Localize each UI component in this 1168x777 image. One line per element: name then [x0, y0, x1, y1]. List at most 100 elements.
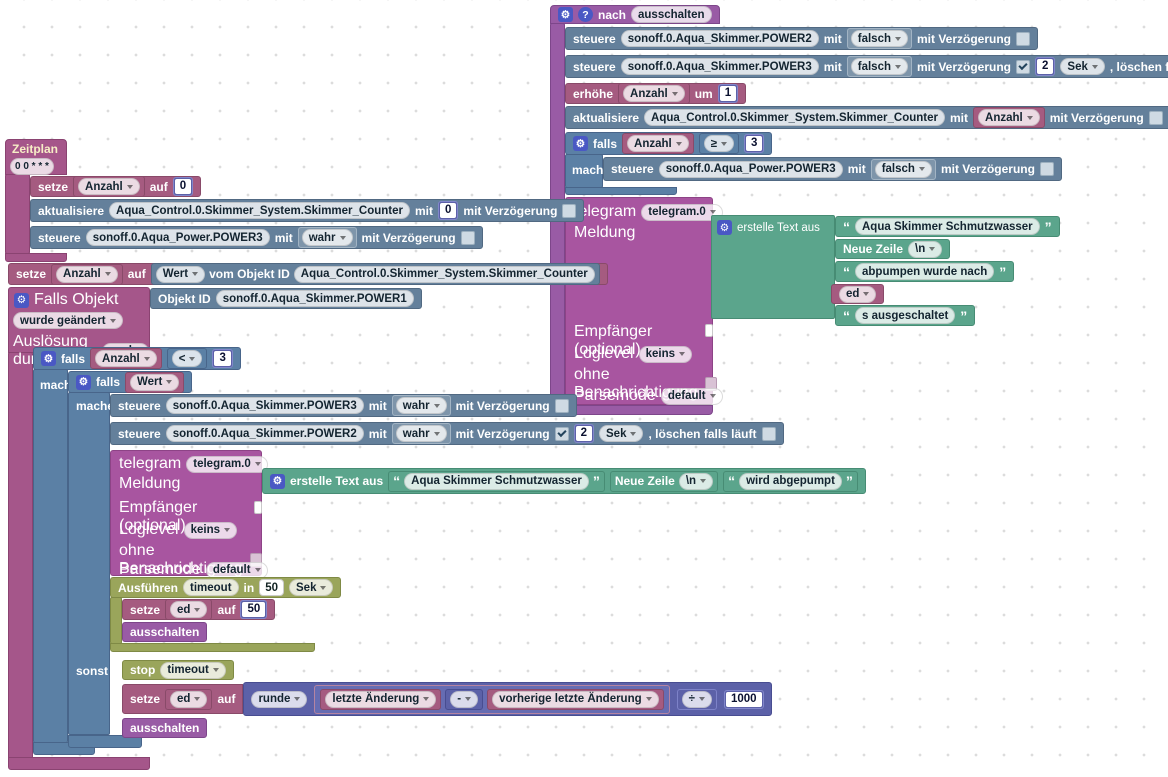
cron-field[interactable]: 0 0 * * *	[10, 158, 54, 175]
delay-value[interactable]: 2	[575, 426, 593, 441]
value-dropdown[interactable]: falsch	[850, 30, 908, 47]
text-field[interactable]: abpumpen wurde nach	[855, 263, 995, 280]
number-shadow[interactable]: 1	[717, 84, 739, 103]
clear-checkbox[interactable]	[761, 426, 776, 441]
operator-dropdown[interactable]: ÷	[681, 690, 712, 708]
timeout-value-field[interactable]: 50	[259, 579, 284, 596]
number-value[interactable]: 1	[719, 86, 737, 101]
oid-field[interactable]: Aqua_Control.0.Skimmer_System.Skimmer_Co…	[293, 265, 595, 283]
number-shadow[interactable]: 3	[744, 134, 765, 153]
delay-checkbox[interactable]	[1039, 162, 1054, 176]
control-state-block[interactable]: steuere sonoff.0.Aqua_Skimmer.POWER3 mit…	[565, 55, 1168, 78]
gear-icon[interactable]: ⚙	[717, 220, 732, 235]
value-dropdown[interactable]: falsch	[850, 58, 908, 75]
variable-dropdown[interactable]: ed	[170, 690, 208, 708]
set-variable-block[interactable]: setze Anzahl auf 0	[30, 176, 202, 197]
text-join-block[interactable]: ⚙ erstelle Text aus	[711, 215, 835, 319]
variable-dropdown[interactable]: Wert	[130, 373, 180, 391]
value-shadow[interactable]: falsch	[846, 56, 912, 77]
operator-block[interactable]: -	[445, 688, 484, 710]
control-state-block[interactable]: steuere sonoff.0.Aqua_Skimmer.POWER3 mit…	[110, 394, 577, 417]
variable-block[interactable]: Anzahl	[51, 263, 123, 285]
parsemode-dropdown[interactable]: default	[205, 561, 268, 579]
text-field[interactable]: s ausgeschaltet	[855, 307, 956, 324]
variable-block[interactable]: Anzahl	[618, 83, 690, 104]
newline-dropdown[interactable]: \n	[908, 240, 943, 258]
update-state-block[interactable]: aktualisiere Aqua_Control.0.Skimmer_Syst…	[30, 199, 585, 222]
update-state-block[interactable]: aktualisiere Aqua_Control.0.Skimmer_Syst…	[565, 106, 1168, 129]
text-field[interactable]: wird abgepumpt	[739, 472, 842, 490]
timeout-name-field[interactable]: timeout	[183, 579, 239, 596]
variable-dropdown[interactable]: Anzahl	[978, 109, 1040, 126]
text-string-block[interactable]: “ Aqua Skimmer Schmutzwasser ”	[835, 216, 1060, 237]
text-join-block[interactable]: ⚙ erstelle Text aus “ Aqua Skimmer Schmu…	[262, 468, 866, 494]
number-value[interactable]: 3	[746, 136, 763, 151]
get-state-block[interactable]: Wert vom Objekt ID Aqua_Control.0.Skimme…	[150, 263, 600, 285]
number-shadow[interactable]: 1000	[723, 689, 764, 709]
gear-icon[interactable]: ⚙	[14, 292, 29, 308]
variable-block[interactable]: ed	[165, 599, 213, 620]
variable-dropdown[interactable]: Anzahl	[56, 265, 118, 283]
gear-icon[interactable]: ⚙	[41, 351, 56, 366]
value-shadow[interactable]: falsch	[870, 158, 936, 180]
operator-dropdown[interactable]: <	[171, 350, 203, 367]
round-dropdown[interactable]: runde	[251, 690, 308, 708]
oid-field[interactable]: sonoff.0.Aqua_Skimmer.POWER2	[620, 30, 819, 47]
if-else-spine[interactable]	[68, 392, 110, 735]
timeout-block-header[interactable]: Ausführen timeout in 50 Sek	[110, 577, 342, 598]
variable-dropdown[interactable]: ed	[839, 285, 877, 303]
delay-checkbox-checked[interactable]	[1016, 59, 1031, 74]
gear-icon[interactable]: ⚙	[270, 473, 285, 489]
round-block[interactable]: runde letzte Änderung - vorherige letzte…	[243, 682, 772, 716]
variable-dropdown[interactable]: Anzahl	[623, 85, 685, 102]
number-value[interactable]: 0	[174, 179, 192, 194]
timeout-bottom[interactable]	[110, 643, 315, 652]
delay-checkbox[interactable]	[554, 398, 569, 413]
number-value[interactable]: 1000	[725, 691, 762, 707]
object-id-block[interactable]: Objekt ID sonoff.0.Aqua_Skimmer.POWER1	[150, 288, 422, 309]
sysinfo-dropdown[interactable]: letzte Änderung	[325, 690, 437, 708]
gear-icon[interactable]: ⚙	[76, 374, 91, 390]
number-shadow[interactable]: 2	[573, 424, 595, 443]
sysinfo-block[interactable]: vorherige letzte Änderung	[487, 688, 664, 710]
control-state-block[interactable]: steuere sonoff.0.Aqua_Power.POWER3 mit f…	[603, 157, 1062, 181]
variable-block[interactable]: ed	[831, 284, 885, 304]
variable-dropdown[interactable]: Anzahl	[78, 178, 140, 195]
value-shadow[interactable]: wahr	[391, 395, 451, 416]
newline-block[interactable]: Neue Zeile \n	[835, 239, 951, 259]
value-dropdown[interactable]: wahr	[395, 397, 447, 414]
oid-field[interactable]: sonoff.0.Aqua_Skimmer.POWER3	[620, 58, 819, 75]
variable-dropdown[interactable]: Anzahl	[627, 135, 689, 152]
set-variable-block[interactable]: setze ed auf	[122, 684, 244, 714]
number-shadow[interactable]: 2	[1035, 57, 1056, 76]
variable-block[interactable]: Wert	[125, 371, 185, 393]
on-change-spine[interactable]	[8, 352, 33, 759]
timeout-dropdown[interactable]: timeout	[160, 661, 226, 679]
newline-dropdown[interactable]: \n	[678, 472, 714, 490]
set-variable-block[interactable]: setze ed auf 50	[122, 599, 276, 620]
text-field[interactable]: Aqua Skimmer Schmutzwasser	[855, 218, 1040, 235]
proc-call-block[interactable]: ausschalten	[122, 622, 208, 642]
number-value[interactable]: 3	[214, 351, 231, 366]
unit-dropdown[interactable]: Sek	[1060, 58, 1105, 75]
variable-block[interactable]: Anzahl	[90, 348, 162, 369]
gear-icon[interactable]: ⚙	[558, 7, 573, 22]
text-string-block[interactable]: “ wird abgepumpt ”	[723, 470, 858, 492]
control-state-block[interactable]: steuere sonoff.0.Aqua_Skimmer.POWER2 mit…	[565, 27, 1039, 50]
loglevel-dropdown[interactable]: keins	[638, 345, 693, 363]
sysinfo-dropdown[interactable]: vorherige letzte Änderung	[492, 690, 659, 708]
delay-checkbox[interactable]	[1148, 110, 1163, 125]
if-block-header[interactable]: ⚙ falls Anzahl < 3	[33, 347, 241, 370]
proc-call-block[interactable]: ausschalten	[122, 718, 208, 738]
proc-name-field[interactable]: ausschalten	[631, 6, 712, 23]
on-change-bottom[interactable]	[8, 757, 150, 770]
delay-checkbox-checked[interactable]	[554, 426, 569, 441]
variable-block[interactable]: Anzahl	[73, 176, 145, 197]
operator-block[interactable]: ÷	[676, 688, 717, 710]
delay-checkbox[interactable]	[1016, 31, 1031, 46]
if-else-bottom[interactable]	[68, 735, 142, 748]
oid-field[interactable]: Aqua_Control.0.Skimmer_System.Skimmer_Co…	[109, 202, 411, 219]
control-state-block[interactable]: steuere sonoff.0.Aqua_Skimmer.POWER2 mit…	[110, 422, 784, 445]
number-shadow[interactable]: 3	[212, 349, 233, 368]
